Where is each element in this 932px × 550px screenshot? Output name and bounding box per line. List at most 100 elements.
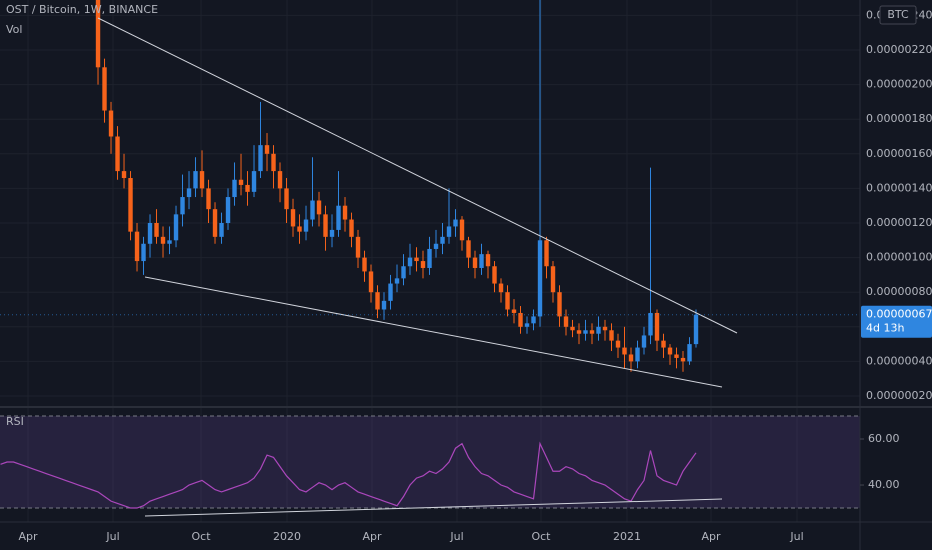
candle-body (362, 257, 367, 272)
candle-body (583, 330, 588, 334)
candle-body (388, 283, 393, 301)
candle-body (368, 271, 374, 293)
candle-body (134, 231, 140, 262)
candle-body (212, 209, 218, 237)
candle-body (206, 188, 211, 210)
x-tick-label: Jul (449, 530, 463, 543)
candle-body (680, 357, 686, 362)
candle-body (648, 312, 653, 336)
candle-body (108, 110, 114, 137)
rsi-tick-label: 40.00 (868, 478, 900, 491)
candle-body (225, 197, 231, 224)
rsi-trendline (144, 498, 723, 517)
candle-body (615, 340, 621, 348)
y-tick-label: 0.00000180 (866, 112, 932, 125)
candle-body (375, 292, 380, 310)
y-tick-label: 0.00000120 (866, 216, 932, 229)
candle-body (524, 323, 530, 327)
candle-body (303, 219, 309, 232)
candle-body (635, 347, 640, 362)
candle-body (355, 236, 361, 258)
candle-body (336, 205, 341, 230)
candle-body (446, 226, 452, 237)
currency-box (879, 5, 917, 25)
y-tick-label: 0.00000020 (866, 389, 932, 402)
candle-body (459, 219, 465, 241)
candle-body (563, 316, 569, 327)
currency-label: BTC (887, 8, 909, 21)
x-tick-label: Apr (702, 530, 722, 543)
y-tick-label: 0.00000160 (866, 147, 932, 160)
candle-body (472, 257, 478, 268)
x-tick-label: 2020 (273, 530, 301, 543)
candle-body (232, 179, 237, 198)
x-tick-label: Oct (531, 530, 551, 543)
y-tick-label: 0.00000040 (866, 354, 932, 367)
y-tick-label: 0.00000080 (866, 285, 932, 298)
y-tick-label: 0.00000140 (866, 181, 932, 194)
candle-body (284, 188, 289, 210)
candle-body (271, 153, 276, 172)
candle-body (628, 354, 634, 362)
candle-body (193, 171, 198, 189)
last-price-tag (861, 305, 932, 338)
rsi-band-fill (0, 415, 860, 509)
trendline-upper (97, 17, 738, 334)
candle-body (180, 197, 185, 215)
candle-body (433, 243, 439, 249)
x-tick-label: Apr (18, 530, 38, 543)
candle-body (492, 266, 497, 284)
candle-body (427, 248, 432, 268)
candle-body (316, 200, 322, 215)
candle-body (258, 145, 263, 172)
candle-body (466, 240, 471, 258)
candle-body (342, 205, 348, 220)
candle-body (290, 209, 296, 227)
candle-body (121, 171, 127, 179)
candle-body (277, 171, 283, 189)
candle-body (654, 312, 660, 341)
candle-body (310, 200, 315, 220)
candle-body (641, 335, 647, 348)
candle-body (479, 254, 484, 268)
candle-body (349, 219, 354, 237)
candle-body (622, 347, 627, 355)
axes: Apr Jul Oct 2020 Apr Jul Oct 2021 Apr Jul 0.000000… (0, 5, 932, 543)
candle-body (394, 278, 400, 284)
candle-body (154, 223, 159, 237)
y-tick-label: 0.00000220 (866, 43, 932, 56)
candle-body (245, 184, 250, 192)
x-tick-label: 2021 (613, 530, 641, 543)
volume-label: Vol (6, 23, 22, 36)
candle-body (602, 326, 608, 331)
candle-body (511, 309, 517, 313)
candle-body (674, 354, 679, 358)
candle-body (498, 283, 504, 293)
candle-body (414, 257, 419, 262)
candle-body (141, 243, 146, 262)
rsi-tick-label: 60.00 (868, 432, 900, 445)
candle-body (323, 214, 328, 237)
candle-body (186, 188, 192, 198)
x-tick-label: Jul (105, 530, 119, 543)
candle-body (238, 179, 244, 185)
candle-body (115, 136, 120, 172)
candle-body (401, 266, 406, 279)
candle-body (297, 226, 302, 232)
y-tick-label: 0.00000200 (866, 78, 932, 91)
candle-body (251, 171, 257, 192)
candle-body (505, 292, 510, 310)
candle-body (407, 257, 413, 267)
candle-body (420, 261, 426, 268)
candle-body (544, 240, 549, 267)
candle-body (609, 330, 614, 341)
candle-body (531, 316, 536, 324)
y-tick-label: 0.00000100 (866, 251, 932, 264)
candle-body (550, 266, 556, 293)
candle-body (557, 292, 562, 317)
candle-body (128, 178, 133, 232)
candle-body (219, 223, 224, 237)
candle-body (102, 67, 107, 111)
